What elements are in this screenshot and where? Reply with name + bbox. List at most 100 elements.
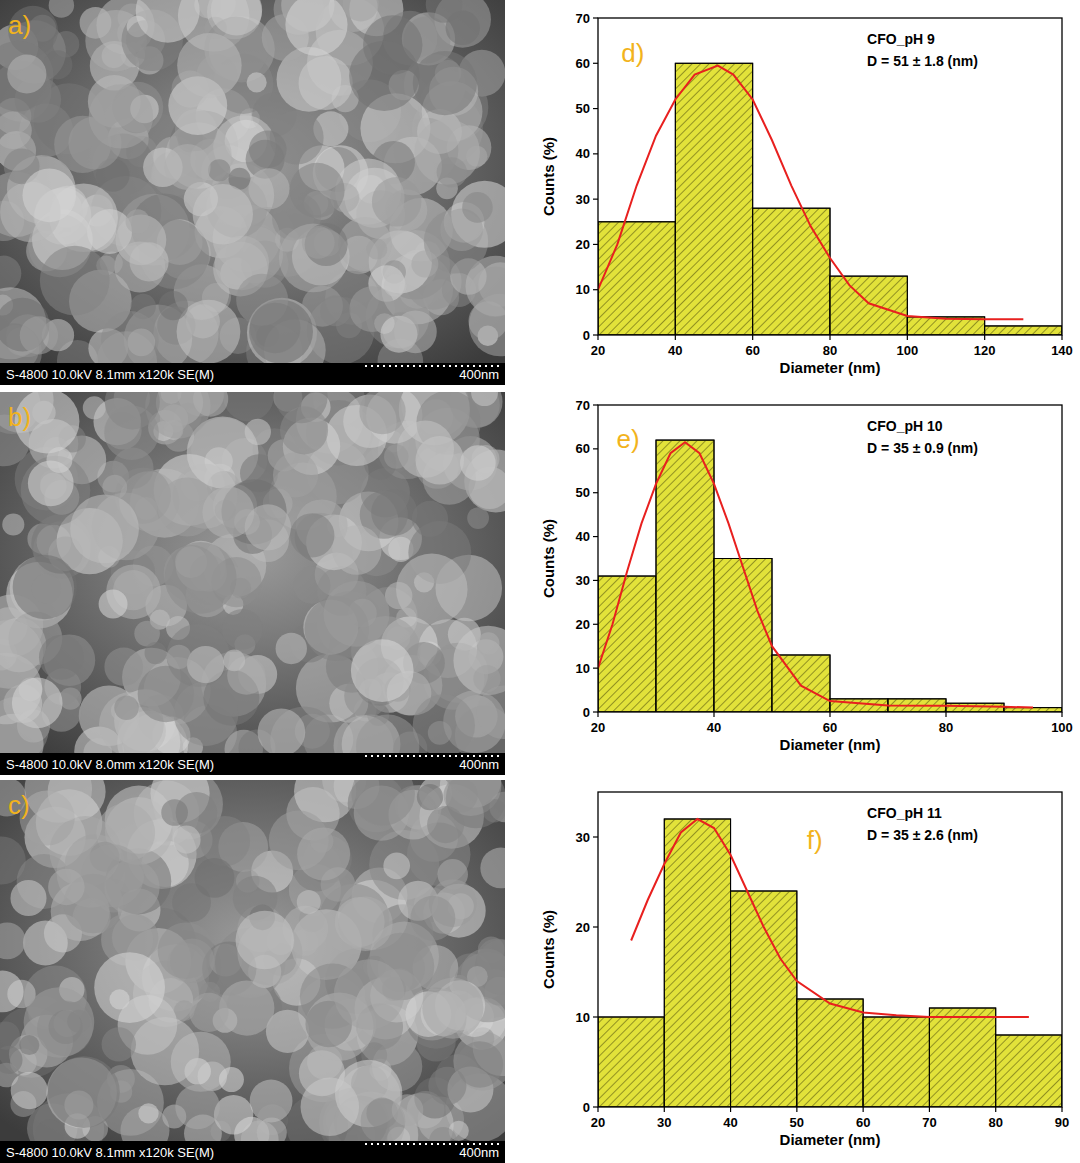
x-tick-label: 100 xyxy=(1051,720,1073,735)
sem-grain xyxy=(462,192,493,223)
sem-grain xyxy=(413,51,477,115)
sem-grain xyxy=(297,827,350,880)
chart-subtitle: D = 51 ± 1.8 (nm) xyxy=(867,53,978,69)
x-tick-label: 40 xyxy=(668,343,682,358)
x-tick xyxy=(796,1107,797,1112)
y-tick-label: 40 xyxy=(576,146,590,161)
sem-texture xyxy=(0,392,505,753)
x-tick-label: 90 xyxy=(1055,1115,1069,1130)
bar xyxy=(753,208,830,335)
y-axis-title: Counts (%) xyxy=(540,910,557,989)
sem-grain xyxy=(249,131,287,169)
sem-grain xyxy=(128,329,156,357)
info-bar xyxy=(0,753,505,775)
x-tick-label: 40 xyxy=(707,720,721,735)
chart-title: CFO_pH 10 xyxy=(867,418,943,434)
bar-hatch xyxy=(772,655,830,712)
marks xyxy=(598,440,1062,712)
sem-grain xyxy=(202,486,254,538)
sem-grain xyxy=(24,780,92,823)
sem-grain xyxy=(172,826,200,854)
y-tick xyxy=(593,108,598,109)
sem-grain xyxy=(460,445,496,481)
sem-grain xyxy=(161,799,188,826)
x-tick-label: 20 xyxy=(591,720,605,735)
sem-grain xyxy=(290,513,334,557)
y-axis-title: Counts (%) xyxy=(540,137,557,216)
figure: S-4800 10.0kV 8.1mm x120k SE(M)400nma)S-… xyxy=(0,0,1080,1163)
sem-grain xyxy=(366,239,387,260)
sem-grain xyxy=(0,971,24,1013)
y-tick-label: 10 xyxy=(576,282,590,297)
bar xyxy=(731,891,797,1107)
scale-label: 400nm xyxy=(459,367,499,382)
sem-grain xyxy=(49,1010,83,1044)
sem-grain xyxy=(40,246,110,316)
sem-grain xyxy=(417,784,443,810)
sem-grain xyxy=(356,715,419,753)
sem-panel: S-4800 10.0kV 8.1mm x120k SE(M)400nmc) xyxy=(0,754,532,1163)
y-tick xyxy=(593,289,598,290)
sem-grain xyxy=(114,695,139,720)
sem-grain xyxy=(0,41,54,112)
sem-grain xyxy=(236,911,294,969)
sem-info: S-4800 10.0kV 8.1mm x120k SE(M) xyxy=(6,1145,214,1160)
x-axis-title: Diameter (nm) xyxy=(780,1131,881,1148)
x-tick xyxy=(730,1107,731,1112)
sem-grain xyxy=(46,447,72,473)
x-tick xyxy=(907,335,908,340)
sem-grain xyxy=(195,858,235,898)
sem-grain xyxy=(102,1027,136,1061)
y-tick-label: 0 xyxy=(583,705,590,720)
x-tick-label: 20 xyxy=(591,343,605,358)
sem-texture xyxy=(0,780,505,1141)
sem-grain xyxy=(469,294,505,356)
bar-hatch xyxy=(664,819,730,1107)
sem-grain xyxy=(411,250,438,277)
sem-grain xyxy=(427,806,464,843)
plot-frame xyxy=(598,18,1062,335)
y-tick xyxy=(593,711,598,712)
y-tick xyxy=(593,199,598,200)
panel-label: d) xyxy=(621,38,644,68)
y-tick xyxy=(593,536,598,537)
sem-grain xyxy=(392,1094,424,1126)
x-axis-title: Diameter (nm) xyxy=(780,736,881,753)
bar-hatch xyxy=(656,440,714,712)
sem-grain xyxy=(384,274,407,297)
sem-grain xyxy=(332,525,381,574)
x-tick xyxy=(995,1107,996,1112)
sem-grain xyxy=(83,396,106,419)
x-tick xyxy=(829,335,830,340)
bar xyxy=(929,1008,995,1107)
sem-panel: S-4800 10.0kV 8.0mm x120k SE(M)400nmb) xyxy=(0,368,530,779)
sem-grain xyxy=(223,392,274,422)
x-tick xyxy=(945,712,946,717)
sem-grain xyxy=(223,649,245,671)
sem-grain xyxy=(349,41,419,111)
sem-grain xyxy=(131,1017,199,1085)
sem-grain xyxy=(138,1103,158,1123)
bar-hatch xyxy=(598,1017,664,1107)
y-tick xyxy=(593,153,598,154)
bar xyxy=(946,703,1004,712)
sem-grain xyxy=(81,844,144,907)
sem-grain xyxy=(468,301,505,340)
sem-grain xyxy=(290,163,345,218)
bar xyxy=(714,559,772,713)
sem-grain xyxy=(471,392,498,406)
chart-title: CFO_pH 9 xyxy=(867,31,935,47)
sem-grain xyxy=(164,144,210,190)
y-tick-label: 40 xyxy=(576,529,590,544)
sem-grain xyxy=(249,300,313,363)
x-tick-label: 60 xyxy=(745,343,759,358)
canvas: S-4800 10.0kV 8.1mm x120k SE(M)400nma)S-… xyxy=(0,0,1080,1163)
sem-grain xyxy=(280,406,328,454)
sem-grain xyxy=(94,952,165,1023)
bar-hatch xyxy=(753,208,830,335)
x-tick-label: 80 xyxy=(823,343,837,358)
histogram-panel: 20304050607080900102030Diameter (nm)Coun… xyxy=(540,792,1069,1148)
sem-grain xyxy=(301,1077,360,1136)
sem-grain xyxy=(20,316,58,354)
sem-grain xyxy=(193,392,228,417)
